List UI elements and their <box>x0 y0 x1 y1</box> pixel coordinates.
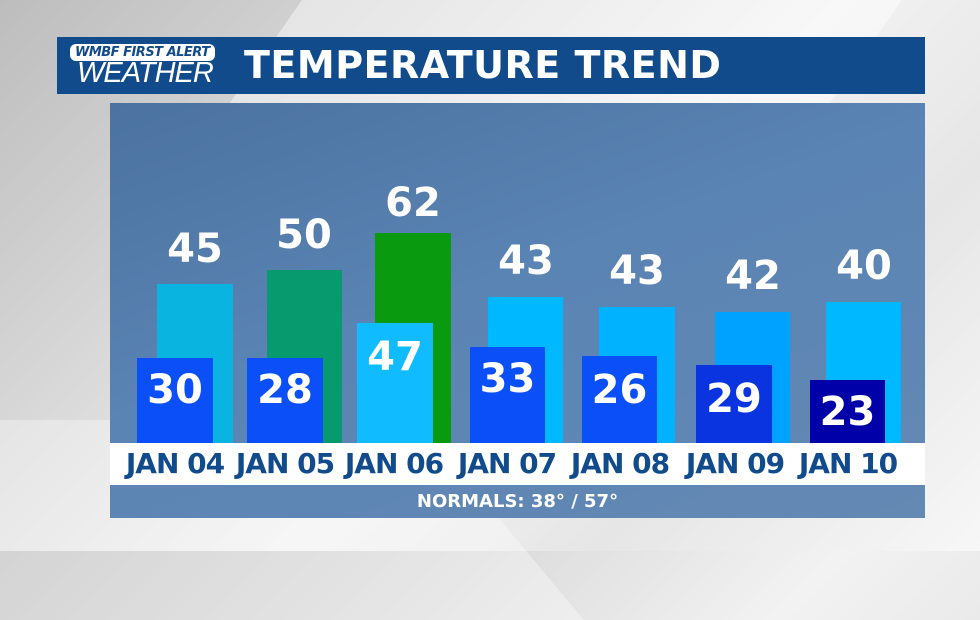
normals-label: NORMALS: 38° / 57° <box>416 491 619 512</box>
high-value-jan05: 50 <box>276 212 332 258</box>
date-label-jan07: JAN 07 <box>457 447 557 480</box>
logo-bottom: WEATHER <box>77 57 214 89</box>
low-value-jan09: 29 <box>706 376 762 422</box>
low-value-jan04: 30 <box>147 367 203 413</box>
low-value-jan05: 28 <box>257 367 313 413</box>
high-value-jan07: 43 <box>498 238 554 284</box>
header-bar: WMBF FIRST ALERT WEATHER TEMPERATURE TRE… <box>57 37 925 94</box>
low-bar-jan05: 28 <box>247 358 323 443</box>
high-value-jan09: 42 <box>725 253 781 299</box>
low-bar-jan04: 30 <box>137 358 213 443</box>
date-strip: JAN 04 JAN 05 JAN 06 JAN 07 JAN 08 JAN 0… <box>110 443 925 485</box>
date-label-jan04: JAN 04 <box>125 447 225 480</box>
high-value-jan04: 45 <box>167 226 223 272</box>
high-value-jan06: 62 <box>385 180 441 226</box>
logo-top: WMBF FIRST ALERT <box>70 44 215 61</box>
high-value-jan08: 43 <box>609 248 665 294</box>
date-label-jan06: JAN 06 <box>344 447 444 480</box>
low-value-jan07: 33 <box>479 356 536 402</box>
low-value-jan06: 47 <box>367 334 423 380</box>
low-bar-jan10: 23 <box>810 380 885 443</box>
high-value-jan10: 40 <box>836 243 892 289</box>
date-label-jan09: JAN 09 <box>685 447 785 480</box>
page-title: TEMPERATURE TREND <box>244 43 722 87</box>
chart-panel: 45 50 62 43 43 42 40 30 28 47 33 26 29 2… <box>110 103 925 518</box>
date-label-jan10: JAN 10 <box>798 447 898 480</box>
date-label-jan05: JAN 05 <box>235 447 335 480</box>
date-label-jan08: JAN 08 <box>570 447 670 480</box>
low-bar-jan07: 33 <box>470 347 545 443</box>
low-bar-jan06: 47 <box>357 323 433 443</box>
low-value-jan10: 23 <box>819 389 876 435</box>
low-bar-jan08: 26 <box>582 356 657 443</box>
low-value-jan08: 26 <box>591 367 648 413</box>
low-bar-jan09: 29 <box>696 365 772 443</box>
